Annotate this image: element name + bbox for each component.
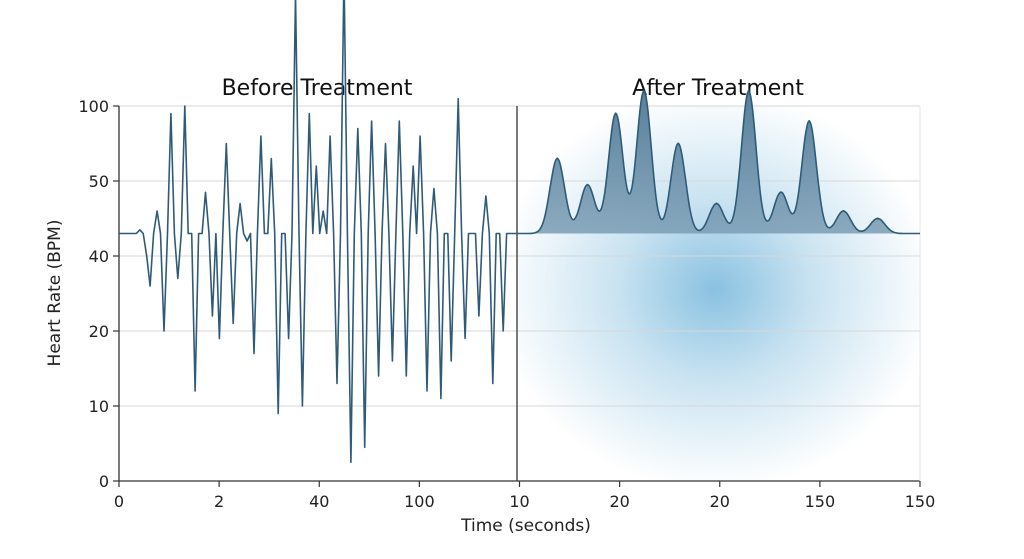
after-treatment-series <box>517 89 920 235</box>
x-axis-label: Time (seconds) <box>460 516 591 536</box>
after-peak-point <box>876 217 879 220</box>
after-peak-point <box>715 202 718 205</box>
after-peak-point <box>614 112 617 115</box>
x-tick-label: 20 <box>609 492 629 511</box>
y-axis-label: Heart Rate (BPM) <box>45 220 65 367</box>
x-tick-labels: 0 2 40 100 10 20 20 150 150 <box>114 481 935 511</box>
after-peak-point <box>642 90 645 92</box>
x-tick-label: 20 <box>710 492 730 511</box>
panel-title-before: Before Treatment <box>222 76 413 101</box>
x-tick-label: 150 <box>905 492 936 511</box>
panel-title-after: After Treatment <box>632 76 804 101</box>
x-tick-label: 150 <box>805 492 836 511</box>
gridlines <box>119 105 920 407</box>
after-peak-point <box>780 191 782 194</box>
after-peak-point <box>556 157 559 160</box>
y-tick-label: 20 <box>89 322 109 341</box>
after-peak-point <box>842 210 845 212</box>
x-tick-label: 0 <box>114 492 124 511</box>
x-tick-label: 10 <box>509 492 529 511</box>
y-tick-label: 10 <box>89 397 109 416</box>
y-tick-label: 40 <box>89 247 109 266</box>
after-peak-point <box>677 142 680 145</box>
y-tick-label: 50 <box>89 172 109 191</box>
x-tick-label: 100 <box>404 492 435 511</box>
y-tick-labels: 0 10 20 40 50 100 <box>78 97 119 491</box>
before-treatment-series <box>119 0 517 464</box>
after-panel-glow <box>517 106 920 481</box>
after-treatment-line <box>517 89 920 235</box>
after-peak-point <box>747 90 750 92</box>
x-tick-label: 40 <box>309 492 329 511</box>
after-peak-point <box>808 120 811 122</box>
y-tick-label: 100 <box>78 97 109 116</box>
x-tick-label: 2 <box>214 492 224 511</box>
y-tick-label: 0 <box>99 472 109 491</box>
after-peak-point <box>586 183 589 186</box>
before-treatment-line <box>119 0 517 464</box>
after-treatment-area <box>517 90 920 234</box>
